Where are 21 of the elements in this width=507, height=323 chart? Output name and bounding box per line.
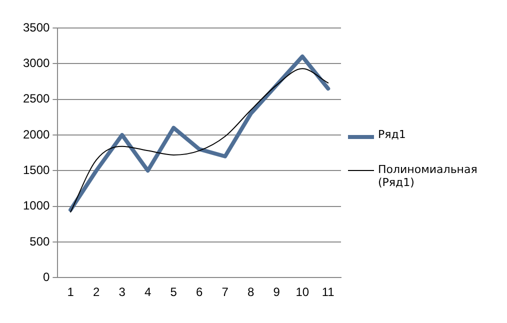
- y-tick-label: 3500: [22, 20, 50, 34]
- x-tick-label: 7: [222, 285, 229, 300]
- y-tick-label: 2000: [22, 127, 50, 142]
- x-tick-label: 6: [196, 285, 204, 300]
- x-tick-label: 5: [170, 285, 178, 300]
- y-tick-label: 1000: [22, 198, 50, 213]
- y-tick-label: 500: [30, 234, 50, 248]
- x-tick-label: 10: [296, 285, 310, 300]
- x-tick-label: 9: [273, 285, 280, 300]
- y-tick-label: 3000: [22, 56, 50, 70]
- x-tick-label: 3: [118, 285, 126, 300]
- y-tick-label: 1500: [22, 162, 50, 177]
- y-tick-label: 2500: [22, 92, 50, 106]
- legend-label: Полиномиальная (Ряд1): [378, 163, 478, 189]
- legend-label: Ряд1: [378, 128, 406, 141]
- x-tick-label: 1: [67, 285, 74, 300]
- x-tick-label: 2: [92, 285, 100, 300]
- y-tick-label: 0: [43, 270, 50, 284]
- x-tick-label: 4: [144, 285, 152, 300]
- x-tick-label: 8: [248, 285, 255, 300]
- x-tick-label: 11: [322, 285, 335, 300]
